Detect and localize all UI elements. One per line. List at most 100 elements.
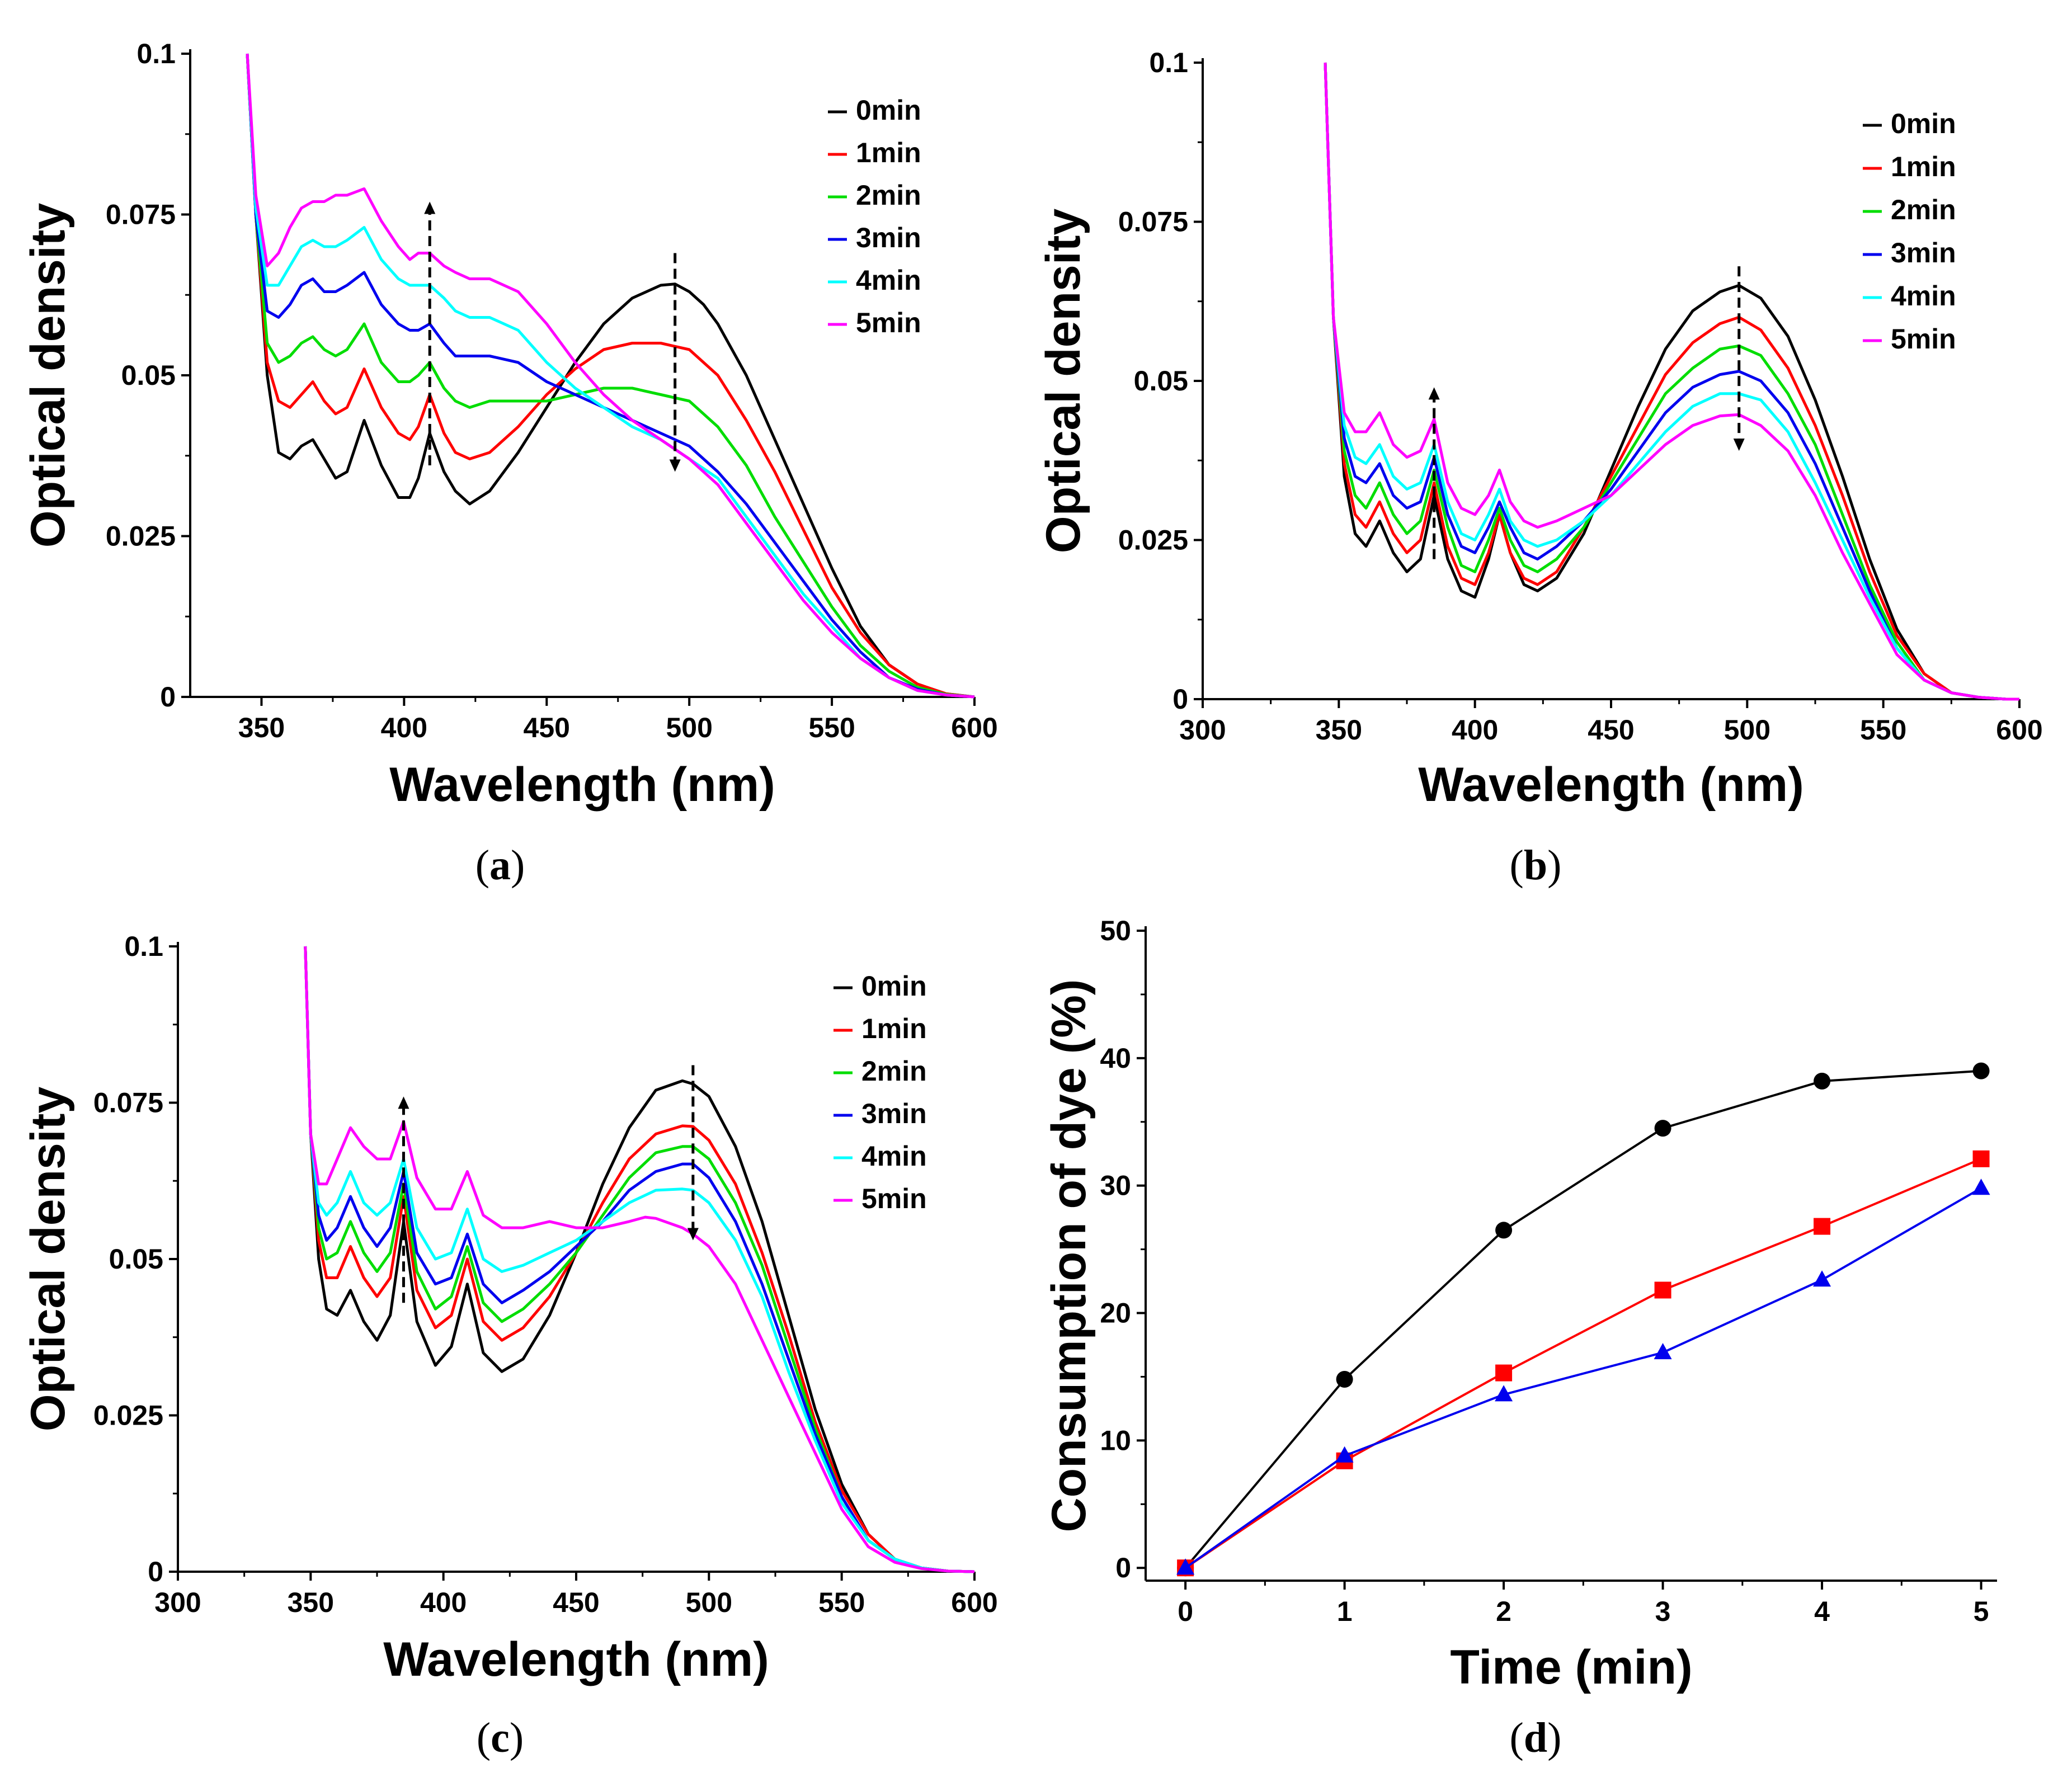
panel-letter: b xyxy=(1524,842,1547,889)
legend-label: 5min xyxy=(1891,323,1956,355)
y-tick-label: 0.075 xyxy=(106,199,176,230)
series-line-4min xyxy=(304,946,975,1573)
panel-letter: d xyxy=(1524,1714,1547,1761)
legend-label: 4min xyxy=(1891,280,1956,312)
x-axis-title: Wavelength (nm) xyxy=(1418,758,1804,812)
series-line-0min xyxy=(1324,62,2019,701)
series-line-2min xyxy=(1324,62,2019,701)
y-axis-title: Optical density xyxy=(1037,209,1090,554)
arrow-head-down xyxy=(687,1228,699,1241)
x-tick-label: 350 xyxy=(288,1587,334,1618)
legend-label: 3min xyxy=(1891,237,1956,268)
y-tick-label: 0.05 xyxy=(1134,365,1188,397)
y-tick-label: 0.025 xyxy=(1118,525,1188,556)
y-tick-label: 0.075 xyxy=(1118,206,1188,238)
data-point-circle xyxy=(1654,1120,1671,1137)
series-line-3min xyxy=(304,946,975,1573)
series-line-5min xyxy=(1324,62,2019,701)
y-tick-label: 0 xyxy=(160,681,176,713)
x-tick-label: 500 xyxy=(686,1587,732,1618)
panel-letter: a xyxy=(489,842,511,889)
x-tick-label: 550 xyxy=(818,1587,865,1618)
y-tick-label: 20 xyxy=(1100,1298,1131,1329)
data-point-circle xyxy=(1814,1072,1831,1090)
y-tick-label: 0.075 xyxy=(93,1087,163,1119)
x-tick-label: 350 xyxy=(1316,714,1362,746)
series-line-1min xyxy=(304,946,975,1573)
y-tick-label: 50 xyxy=(1100,915,1131,946)
y-axis-title: Optical density xyxy=(21,203,75,548)
x-tick-label: 5 xyxy=(1974,1596,1989,1627)
x-tick-label: 450 xyxy=(553,1587,599,1618)
x-tick-label: 550 xyxy=(808,712,855,743)
series-line-3min xyxy=(1324,62,2019,701)
x-tick-label: 600 xyxy=(951,1587,997,1618)
y-tick-label: 0.025 xyxy=(106,521,176,552)
x-tick-label: 550 xyxy=(1860,714,1906,746)
y-tick-label: 0.1 xyxy=(136,38,176,69)
x-tick-label: 500 xyxy=(1724,714,1770,746)
y-tick-label: 0.05 xyxy=(121,360,176,391)
x-tick-label: 400 xyxy=(381,712,427,743)
y-tick-label: 0.1 xyxy=(1149,47,1188,78)
legend-label: 2min xyxy=(856,180,921,211)
y-axis-title: Consumption of dye (%) xyxy=(1042,979,1096,1533)
legend-label: 3min xyxy=(861,1098,927,1129)
data-point-triangle xyxy=(1972,1178,1990,1195)
y-axis-title: Optical density xyxy=(21,1087,75,1432)
arrow-head-up xyxy=(1428,387,1440,400)
x-tick-label: 600 xyxy=(1996,714,2042,746)
data-point-triangle xyxy=(1176,1558,1195,1575)
y-tick-label: 40 xyxy=(1100,1043,1131,1074)
series-line-1min xyxy=(1324,62,2019,701)
panel-letter: c xyxy=(491,1714,510,1761)
x-tick-label: 600 xyxy=(951,712,997,743)
y-tick-label: 0.1 xyxy=(124,931,163,962)
legend-label: 2min xyxy=(861,1055,927,1087)
data-point-circle xyxy=(1336,1371,1353,1388)
data-point-triangle xyxy=(1495,1385,1513,1402)
legend-label: 0min xyxy=(861,970,927,1002)
series-line-0min xyxy=(304,946,975,1573)
x-tick-label: 0 xyxy=(1178,1596,1193,1627)
chart-panel-c: 300 350 400 450 500 550 600 0 0.025 0.05 0.075 0.1 W… xyxy=(21,931,998,1761)
legend-label: 5min xyxy=(856,307,921,338)
legend-label: 4min xyxy=(861,1140,927,1172)
x-tick-label: 400 xyxy=(1452,714,1498,746)
legend-label: 0min xyxy=(1891,108,1956,139)
data-point-circle xyxy=(1972,1062,1990,1079)
series-line-blue-triangles xyxy=(1184,1187,1982,1569)
chart-panel-b: 300 350 400 450 500 550 600 0 0.025 0.05 0.075 0.1 W… xyxy=(1037,47,2043,889)
x-tick-label: 350 xyxy=(238,712,285,743)
arrow-head-up xyxy=(424,201,436,214)
series-line-2min xyxy=(304,946,975,1573)
data-point-triangle xyxy=(1654,1343,1672,1360)
series-line-4min xyxy=(1324,62,2019,701)
series-line-0min xyxy=(246,53,975,699)
arrow-head-down xyxy=(1733,439,1745,451)
chart-panel-a: 350 400 450 500 550 600 0 0.025 0.05 0.075 0.1 Wave… xyxy=(21,38,998,889)
arrow-head-up xyxy=(398,1096,409,1109)
x-tick-label: 300 xyxy=(154,1587,201,1618)
y-tick-label: 30 xyxy=(1100,1170,1131,1201)
legend-label: 2min xyxy=(1891,194,1956,225)
x-tick-label: 500 xyxy=(666,712,712,743)
x-tick-label: 3 xyxy=(1655,1596,1671,1627)
series-line-1min xyxy=(246,53,975,699)
x-tick-label: 1 xyxy=(1337,1596,1353,1627)
x-tick-label: 300 xyxy=(1179,714,1226,746)
y-tick-label: 0.05 xyxy=(109,1243,163,1275)
data-point-triangle xyxy=(1335,1446,1354,1463)
x-tick-label: 450 xyxy=(524,712,570,743)
series-line-5min xyxy=(304,946,975,1573)
y-tick-label: 0.025 xyxy=(93,1400,163,1431)
y-tick-label: 0 xyxy=(1115,1552,1131,1583)
data-point-square xyxy=(1972,1150,1990,1167)
x-axis-title: Wavelength (nm) xyxy=(389,758,775,812)
legend-label: 3min xyxy=(856,222,921,253)
y-tick-label: 0 xyxy=(1172,683,1188,715)
x-tick-label: 450 xyxy=(1588,714,1634,746)
series-line-2min xyxy=(246,53,975,699)
arrow-head-down xyxy=(669,459,681,472)
